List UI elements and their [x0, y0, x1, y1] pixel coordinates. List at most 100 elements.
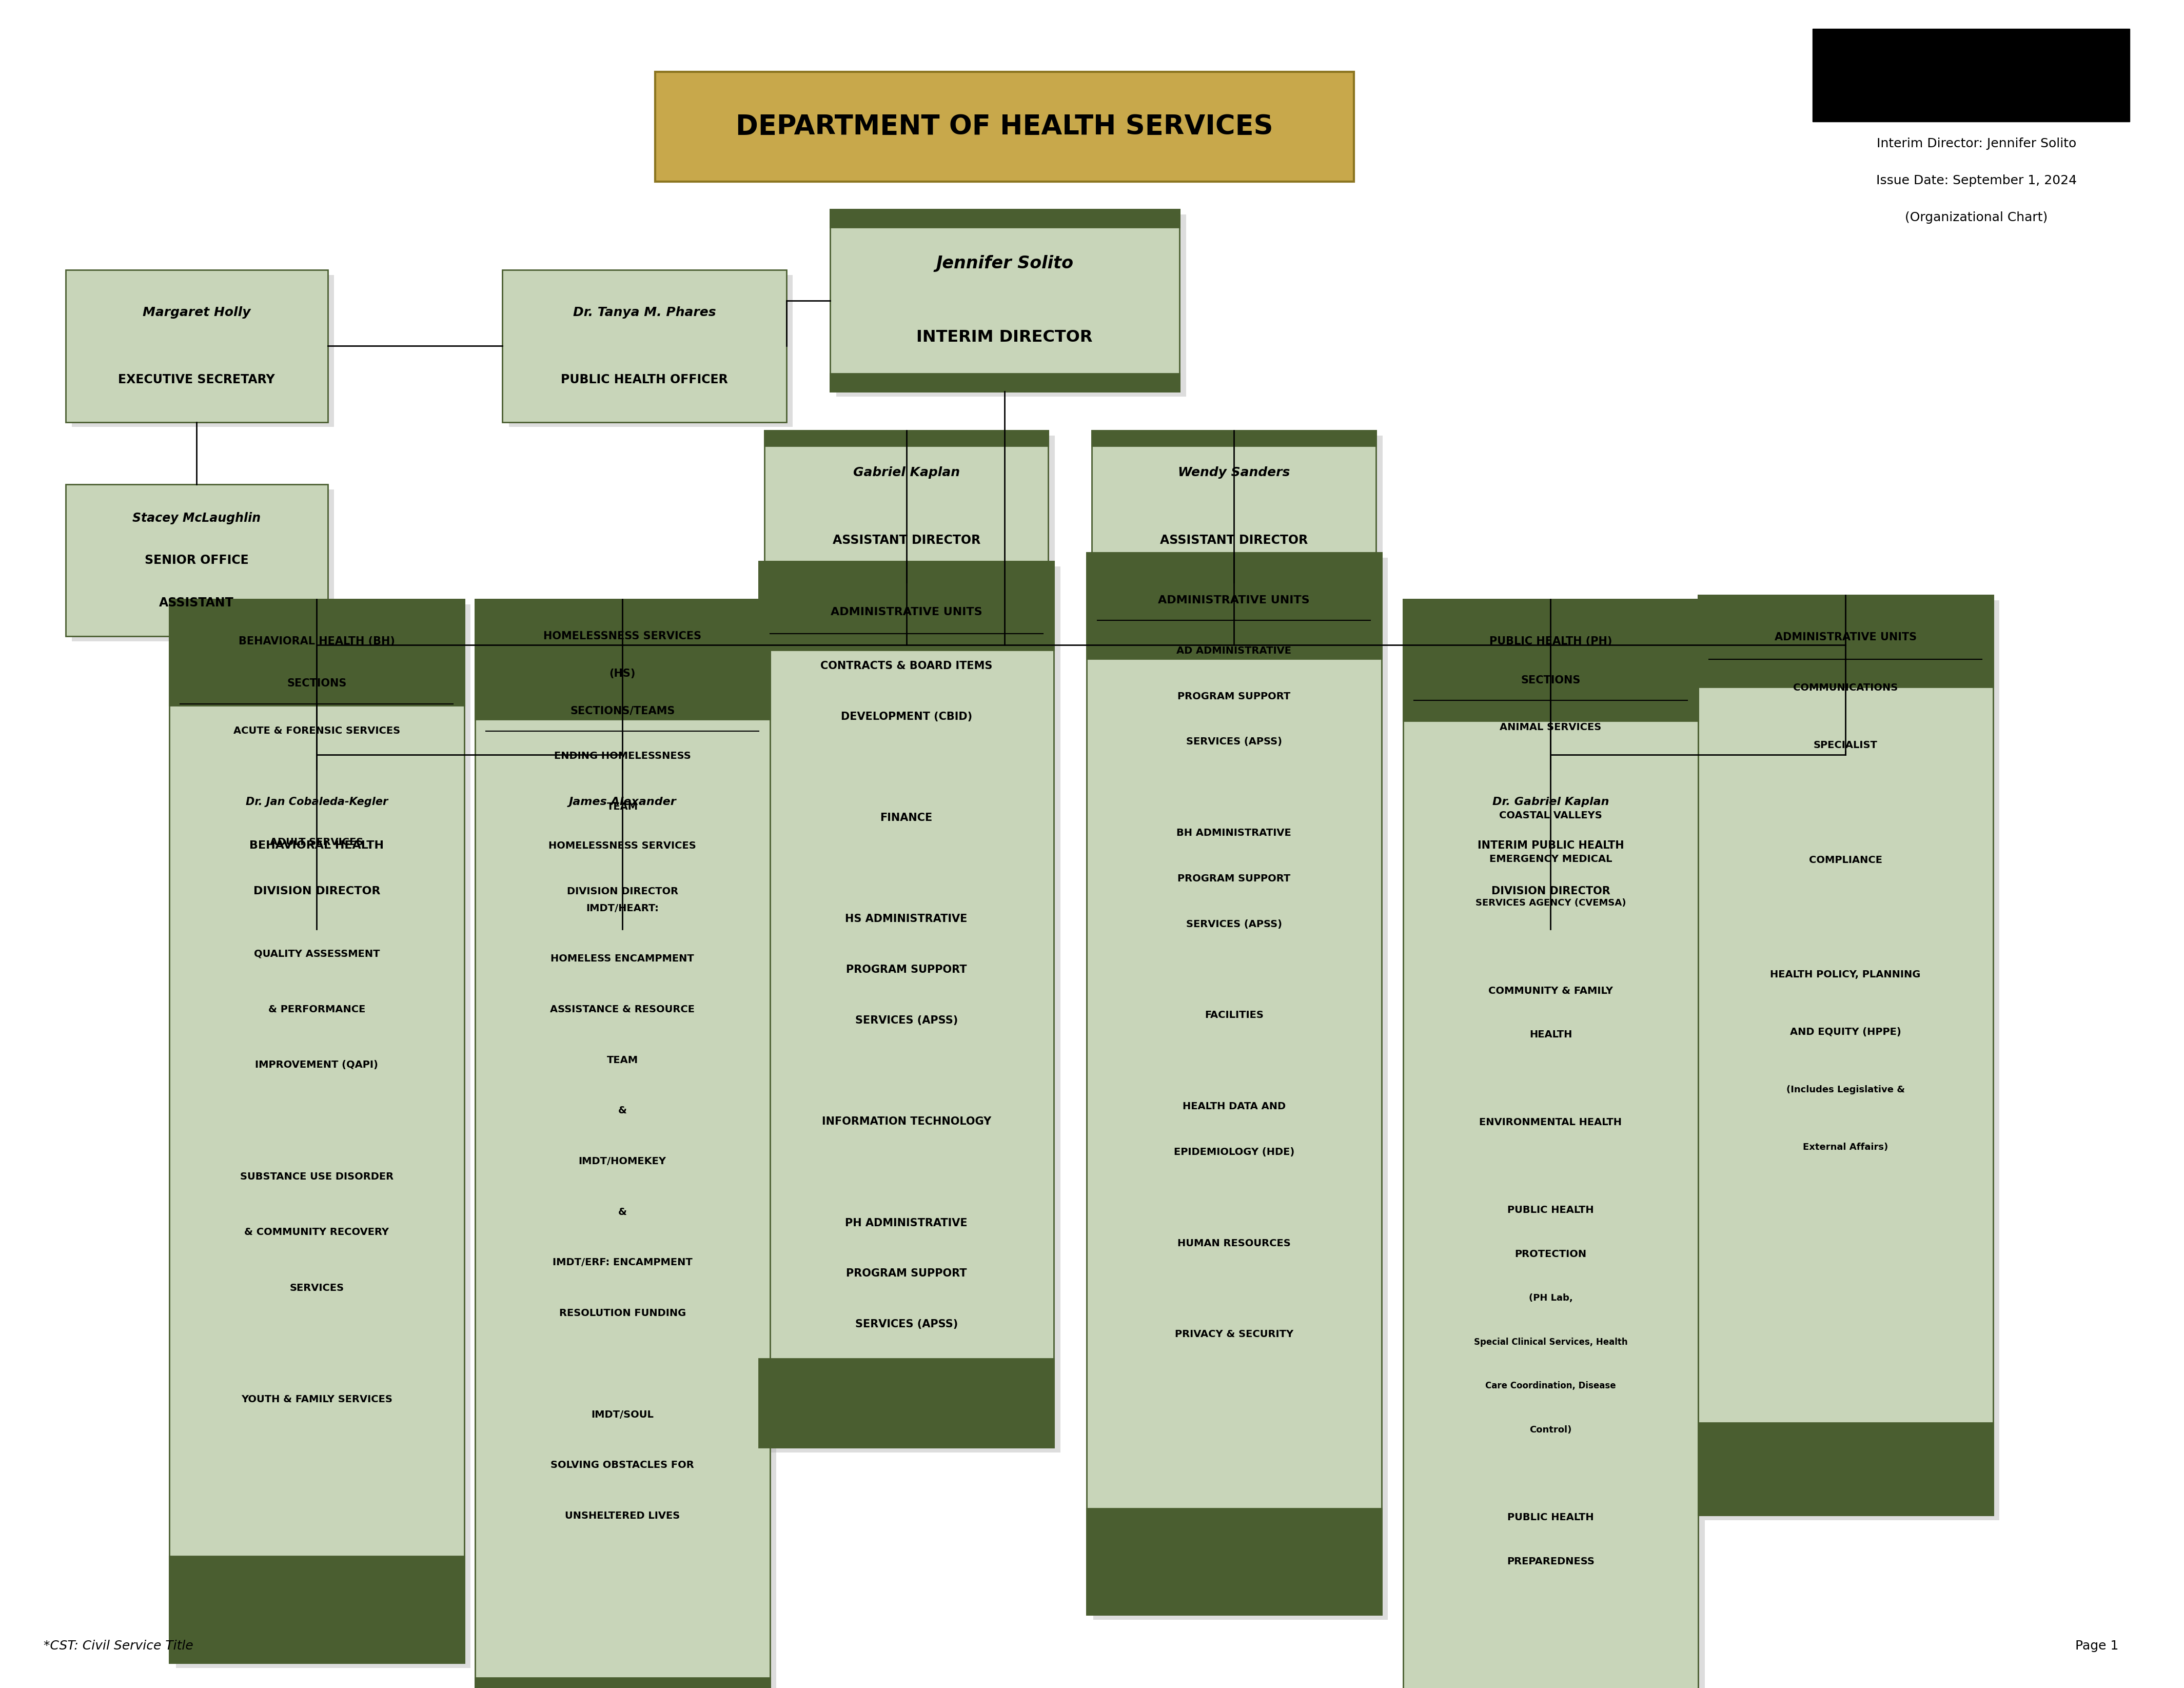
Text: Jennifer Solito: Jennifer Solito	[937, 255, 1072, 272]
FancyBboxPatch shape	[175, 770, 459, 928]
Text: SERVICES (APSS): SERVICES (APSS)	[854, 1014, 959, 1026]
Text: BH ADMINISTRATIVE: BH ADMINISTRATIVE	[1177, 829, 1291, 837]
Text: Control): Control)	[1529, 1425, 1572, 1435]
FancyBboxPatch shape	[771, 436, 1055, 587]
Text: Dr. Gabriel Kaplan: Dr. Gabriel Kaplan	[1492, 797, 1610, 807]
Text: TEAM: TEAM	[607, 1055, 638, 1065]
Text: DIVISION DIRECTOR: DIVISION DIRECTOR	[1492, 886, 1610, 896]
FancyBboxPatch shape	[1085, 552, 1380, 658]
Text: ASSISTANT DIRECTOR: ASSISTANT DIRECTOR	[832, 533, 981, 547]
Text: ADMINISTRATIVE UNITS: ADMINISTRATIVE UNITS	[1158, 594, 1310, 606]
Text: EPIDEMIOLOGY (HDE): EPIDEMIOLOGY (HDE)	[1173, 1148, 1295, 1156]
FancyBboxPatch shape	[1402, 599, 1697, 721]
Text: &: &	[618, 1207, 627, 1217]
FancyBboxPatch shape	[1704, 599, 1998, 1521]
Text: HS ADMINISTRATIVE: HS ADMINISTRATIVE	[845, 913, 968, 925]
FancyBboxPatch shape	[764, 430, 1048, 446]
Text: SOLVING OBSTACLES FOR: SOLVING OBSTACLES FOR	[550, 1460, 695, 1470]
FancyBboxPatch shape	[764, 565, 1059, 1452]
Text: BEHAVIORAL HEALTH (BH): BEHAVIORAL HEALTH (BH)	[238, 636, 395, 647]
Text: PUBLIC HEALTH: PUBLIC HEALTH	[1507, 1205, 1594, 1215]
Text: SECTIONS: SECTIONS	[286, 679, 347, 689]
Text: HOMELESSNESS SERVICES: HOMELESSNESS SERVICES	[548, 841, 697, 851]
Text: ASSISTANCE & RESOURCE: ASSISTANCE & RESOURCE	[550, 1004, 695, 1014]
FancyBboxPatch shape	[830, 373, 1179, 392]
Text: Interim Director: Jennifer Solito: Interim Director: Jennifer Solito	[1876, 137, 2077, 150]
FancyBboxPatch shape	[655, 71, 1354, 181]
FancyBboxPatch shape	[181, 773, 465, 933]
Text: Margaret Holly: Margaret Holly	[142, 306, 251, 319]
Text: UNSHELTERED LIVES: UNSHELTERED LIVES	[566, 1511, 679, 1521]
FancyBboxPatch shape	[758, 560, 1053, 1447]
Text: PROGRAM SUPPORT: PROGRAM SUPPORT	[1177, 692, 1291, 701]
Text: ADMINISTRATIVE UNITS: ADMINISTRATIVE UNITS	[1773, 631, 1918, 643]
Text: IMDT/HOMEKEY: IMDT/HOMEKEY	[579, 1156, 666, 1166]
Text: HUMAN RESOURCES: HUMAN RESOURCES	[1177, 1239, 1291, 1247]
Text: (Organizational Chart): (Organizational Chart)	[1904, 211, 2049, 225]
Text: DEPARTMENT OF HEALTH SERVICES: DEPARTMENT OF HEALTH SERVICES	[736, 113, 1273, 140]
Text: QUALITY ASSESSMENT: QUALITY ASSESSMENT	[253, 949, 380, 959]
Text: DIVISION DIRECTOR: DIVISION DIRECTOR	[253, 886, 380, 896]
FancyBboxPatch shape	[1415, 773, 1699, 933]
Text: ASSISTANT DIRECTOR: ASSISTANT DIRECTOR	[1160, 533, 1308, 547]
FancyBboxPatch shape	[764, 567, 1048, 582]
Text: *CST: Civil Service Title: *CST: Civil Service Title	[44, 1639, 194, 1653]
FancyBboxPatch shape	[474, 599, 769, 719]
Text: COMPLIANCE: COMPLIANCE	[1808, 856, 1883, 864]
Text: IMDT/SOUL: IMDT/SOUL	[592, 1409, 653, 1420]
Text: AD ADMINISTRATIVE: AD ADMINISTRATIVE	[1177, 647, 1291, 655]
Text: SECTIONS: SECTIONS	[1520, 675, 1581, 685]
Text: INTERIM PUBLIC HEALTH: INTERIM PUBLIC HEALTH	[1476, 841, 1625, 851]
Text: &: &	[618, 1106, 627, 1116]
Text: SERVICES AGENCY (CVEMSA): SERVICES AGENCY (CVEMSA)	[1476, 898, 1625, 908]
Text: SUBSTANCE USE DISORDER: SUBSTANCE USE DISORDER	[240, 1171, 393, 1182]
Text: FACILITIES: FACILITIES	[1206, 1011, 1262, 1020]
Text: PROGRAM SUPPORT: PROGRAM SUPPORT	[1177, 874, 1291, 883]
Text: HOMELESSNESS SERVICES: HOMELESSNESS SERVICES	[544, 631, 701, 641]
FancyBboxPatch shape	[758, 560, 1053, 650]
Text: Issue Date: September 1, 2024: Issue Date: September 1, 2024	[1876, 174, 2077, 187]
Text: HEALTH POLICY, PLANNING: HEALTH POLICY, PLANNING	[1771, 971, 1920, 979]
Text: IMPROVEMENT (QAPI): IMPROVEMENT (QAPI)	[256, 1060, 378, 1070]
FancyBboxPatch shape	[836, 214, 1186, 397]
Text: SERVICES: SERVICES	[290, 1283, 343, 1293]
FancyBboxPatch shape	[830, 209, 1179, 392]
Text: RESOLUTION FUNDING: RESOLUTION FUNDING	[559, 1308, 686, 1318]
Text: BEHAVIORAL HEALTH: BEHAVIORAL HEALTH	[249, 841, 384, 851]
Text: TEAM: TEAM	[607, 802, 638, 812]
Text: AND EQUITY (HPPE): AND EQUITY (HPPE)	[1791, 1028, 1900, 1036]
Text: Page 1: Page 1	[2075, 1639, 2118, 1653]
Text: ACUTE & FORENSIC SERVICES: ACUTE & FORENSIC SERVICES	[234, 726, 400, 736]
FancyBboxPatch shape	[168, 1556, 463, 1663]
Text: SERVICES (APSS): SERVICES (APSS)	[854, 1318, 959, 1330]
Text: IMDT/ERF: ENCAMPMENT: IMDT/ERF: ENCAMPMENT	[553, 1258, 692, 1268]
Text: (HS): (HS)	[609, 668, 636, 679]
FancyBboxPatch shape	[764, 430, 1048, 582]
Text: Stacey McLaughlin: Stacey McLaughlin	[133, 511, 260, 525]
FancyBboxPatch shape	[168, 599, 463, 706]
FancyBboxPatch shape	[1085, 552, 1380, 1614]
Text: SERVICES (APSS): SERVICES (APSS)	[1186, 920, 1282, 928]
FancyBboxPatch shape	[1697, 594, 1992, 1516]
Text: CONTRACTS & BOARD ITEMS: CONTRACTS & BOARD ITEMS	[821, 660, 992, 672]
Text: PUBLIC HEALTH: PUBLIC HEALTH	[1507, 1512, 1594, 1523]
FancyBboxPatch shape	[72, 490, 334, 641]
Text: HEALTH DATA AND: HEALTH DATA AND	[1182, 1102, 1286, 1111]
FancyBboxPatch shape	[1092, 567, 1376, 582]
FancyBboxPatch shape	[1697, 1423, 1992, 1516]
Text: PRIVACY & SECURITY: PRIVACY & SECURITY	[1175, 1330, 1293, 1339]
Text: SPECIALIST: SPECIALIST	[1813, 741, 1878, 749]
Text: IMDT/HEART:: IMDT/HEART:	[585, 903, 660, 913]
Text: EMERGENCY MEDICAL: EMERGENCY MEDICAL	[1489, 854, 1612, 864]
Text: DIVISION DIRECTOR: DIVISION DIRECTOR	[566, 886, 679, 896]
Text: ENDING HOMELESSNESS: ENDING HOMELESSNESS	[555, 751, 690, 761]
FancyBboxPatch shape	[480, 604, 775, 1688]
Text: Dr. Jan Cobaleda-Kegler: Dr. Jan Cobaleda-Kegler	[245, 797, 389, 807]
Text: ENVIRONMENTAL HEALTH: ENVIRONMENTAL HEALTH	[1479, 1117, 1623, 1128]
Text: ANIMAL SERVICES: ANIMAL SERVICES	[1500, 722, 1601, 733]
Text: HOMELESS ENCAMPMENT: HOMELESS ENCAMPMENT	[550, 954, 695, 964]
Text: PUBLIC HEALTH (PH): PUBLIC HEALTH (PH)	[1489, 636, 1612, 647]
Text: PROTECTION: PROTECTION	[1516, 1249, 1586, 1259]
Text: PREPAREDNESS: PREPAREDNESS	[1507, 1556, 1594, 1566]
Text: FINANCE: FINANCE	[880, 812, 933, 824]
